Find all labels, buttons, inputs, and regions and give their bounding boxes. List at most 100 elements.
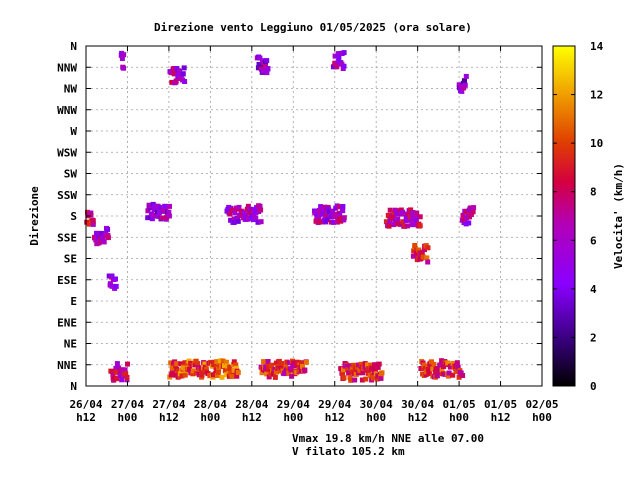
- data-point: [405, 223, 410, 229]
- data-point: [271, 371, 276, 377]
- colorbar-tick-label: 12: [590, 89, 603, 102]
- data-point: [100, 235, 105, 241]
- data-point: [463, 73, 469, 79]
- data-point: [417, 223, 423, 229]
- data-point: [368, 362, 374, 368]
- data-point: [190, 368, 196, 374]
- data-point: [105, 226, 111, 232]
- data-point: [88, 212, 94, 218]
- x-tick-date: 01/05: [443, 398, 476, 411]
- data-point: [99, 230, 105, 236]
- data-point: [256, 61, 262, 67]
- colorbar-tick-label: 14: [590, 40, 604, 53]
- data-point: [332, 211, 338, 217]
- data-point: [424, 255, 430, 261]
- data-point: [166, 213, 172, 219]
- data-point: [450, 360, 456, 366]
- data-point: [94, 230, 100, 236]
- x-tick-hour: h12: [325, 411, 345, 424]
- data-point: [430, 366, 436, 372]
- vmax-text: Vmax 19.8 km/h NNE alle 07.00: [292, 432, 485, 445]
- data-point: [456, 374, 462, 380]
- data-point: [431, 361, 437, 367]
- data-point: [409, 217, 415, 223]
- data-point: [208, 360, 214, 366]
- data-point: [232, 210, 238, 216]
- data-point: [167, 203, 172, 209]
- data-point: [417, 214, 423, 220]
- data-point: [454, 360, 460, 366]
- data-point: [164, 214, 170, 220]
- data-point: [97, 239, 103, 245]
- data-point: [258, 207, 264, 213]
- data-point: [316, 215, 322, 221]
- data-point: [195, 361, 201, 367]
- y-tick-label: WNW: [57, 104, 77, 117]
- data-point: [213, 364, 219, 370]
- colorbar-tick-label: 2: [590, 331, 597, 344]
- data-point: [400, 219, 406, 225]
- data-point: [114, 376, 120, 382]
- data-point: [385, 212, 391, 218]
- data-point: [318, 207, 324, 212]
- data-point: [378, 375, 384, 381]
- y-tick-label: WSW: [57, 146, 77, 159]
- data-point: [314, 211, 319, 217]
- data-point: [330, 64, 336, 70]
- y-tick-label: SW: [64, 168, 78, 181]
- data-point: [316, 219, 322, 224]
- data-point: [446, 370, 452, 376]
- data-point: [330, 208, 336, 214]
- data-point: [408, 207, 414, 213]
- data-point: [340, 204, 346, 209]
- data-point: [145, 215, 151, 221]
- data-point: [109, 273, 115, 279]
- x-tick-date: 27/04: [111, 398, 144, 411]
- data-point: [363, 376, 369, 382]
- data-point: [113, 283, 119, 289]
- colorbar-tick-label: 6: [590, 234, 597, 247]
- data-point: [162, 203, 168, 209]
- data-point: [352, 377, 358, 383]
- data-point: [182, 372, 188, 378]
- data-point: [429, 359, 434, 365]
- data-point: [264, 371, 270, 377]
- data-point: [373, 368, 378, 374]
- data-point: [116, 365, 122, 371]
- data-point: [181, 65, 187, 71]
- chart-title: Direzione vento Leggiuno 01/05/2025 (ora…: [154, 21, 472, 34]
- data-point: [109, 283, 115, 289]
- data-point: [123, 371, 129, 376]
- data-point: [125, 361, 130, 367]
- plot-frame: [85, 45, 543, 387]
- data-point: [459, 88, 465, 94]
- data-point: [283, 364, 289, 370]
- data-point: [420, 254, 426, 260]
- data-point: [455, 364, 461, 370]
- data-point: [272, 374, 278, 380]
- data-point: [215, 373, 220, 378]
- data-point: [358, 361, 364, 367]
- data-point: [255, 65, 261, 71]
- data-point: [119, 377, 125, 383]
- data-point: [426, 370, 432, 376]
- data-point: [360, 370, 366, 376]
- data-point: [223, 359, 229, 365]
- data-point: [265, 66, 271, 72]
- data-point: [324, 217, 330, 223]
- data-point: [299, 360, 305, 366]
- data-point: [173, 78, 179, 84]
- data-point: [90, 221, 96, 227]
- data-point: [292, 363, 298, 369]
- data-point: [336, 54, 342, 60]
- y-tick-label: N: [70, 40, 77, 53]
- x-tick-date: 26/04: [69, 398, 102, 411]
- x-tick-hour: h12: [242, 411, 262, 424]
- data-point: [423, 372, 429, 377]
- data-point: [303, 359, 309, 365]
- data-point: [468, 212, 474, 217]
- data-point: [450, 372, 456, 378]
- data-point: [341, 63, 347, 69]
- data-point: [340, 208, 346, 214]
